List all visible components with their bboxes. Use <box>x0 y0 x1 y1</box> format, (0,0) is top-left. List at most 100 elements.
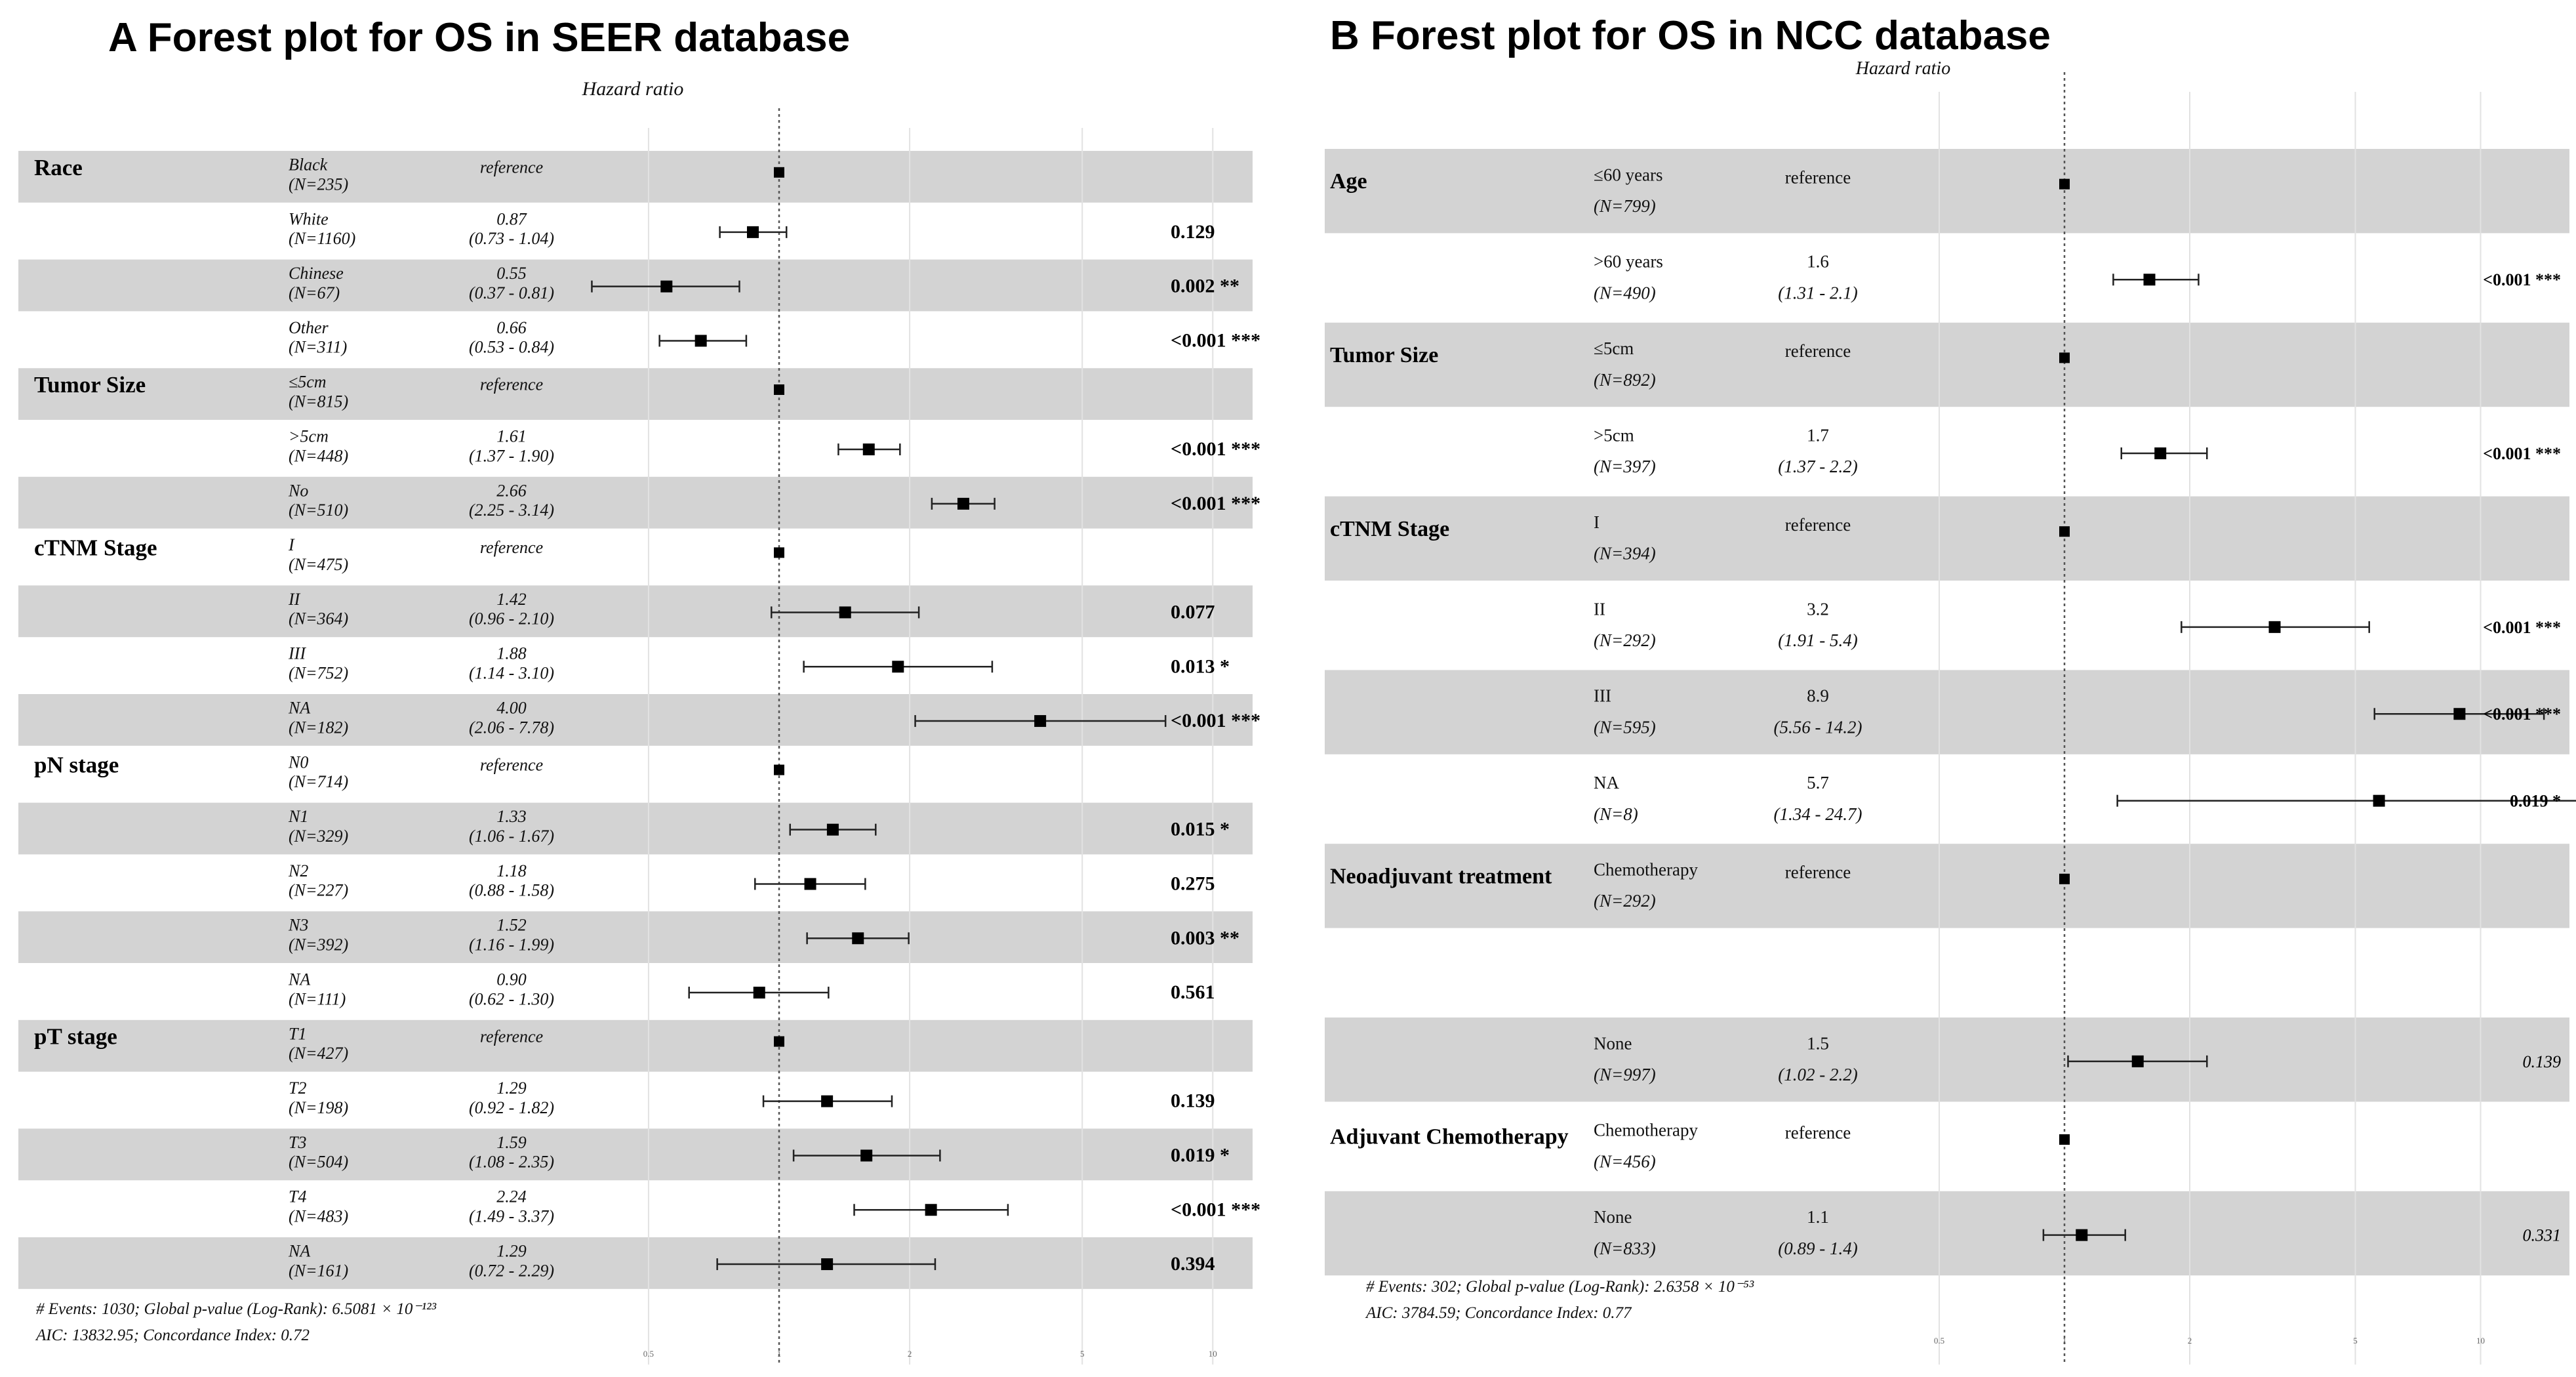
footer-note: AIC: 13832.95; Concordance Index: 0.72 <box>35 1326 310 1344</box>
group-label: Race <box>34 155 83 180</box>
ci-value: (1.14 - 3.10) <box>469 663 554 682</box>
hr-point <box>925 1204 937 1216</box>
ci-value: (1.37 - 1.90) <box>469 446 554 465</box>
x-tick-label: 1 <box>2063 1336 2067 1346</box>
hr-value: 1.52 <box>496 916 527 935</box>
footer-note: AIC: 3784.59; Concordance Index: 0.77 <box>1365 1304 1632 1322</box>
hr-reference-label: reference <box>480 538 543 557</box>
ci-value: (1.91 - 5.4) <box>1778 630 1857 650</box>
row-band <box>18 1019 1253 1072</box>
p-value: 0.331 <box>2523 1226 2562 1245</box>
ci-value: (1.16 - 1.99) <box>469 935 554 954</box>
n-label: (N=67) <box>289 283 340 302</box>
row-band <box>1325 1017 2569 1102</box>
hr-point <box>2131 1055 2144 1067</box>
n-label: (N=1160) <box>289 229 355 248</box>
level-label: Chemotherapy <box>1594 860 1698 880</box>
hr-value: 8.9 <box>1807 686 1829 706</box>
n-label: (N=997) <box>1594 1065 1656 1084</box>
p-value: 0.015 * <box>1171 819 1230 840</box>
n-label: (N=595) <box>1594 717 1656 737</box>
hr-value: 1.61 <box>496 426 527 445</box>
reference-point <box>2059 526 2070 537</box>
hr-point <box>826 823 839 836</box>
ci-value: (1.31 - 2.1) <box>1778 283 1857 302</box>
level-label: III <box>1594 686 1611 706</box>
level-label: T1 <box>289 1024 306 1043</box>
p-value: 0.139 <box>2523 1052 2562 1071</box>
footer-note: # Events: 302; Global p-value (Log-Rank)… <box>1366 1278 1754 1296</box>
row-band <box>1325 149 2569 234</box>
hr-value: 1.88 <box>496 644 527 663</box>
footer-note: # Events: 1030; Global p-value (Log-Rank… <box>36 1300 437 1318</box>
hr-value: 1.7 <box>1807 426 1829 445</box>
n-label: (N=311) <box>289 338 347 357</box>
row-band <box>18 259 1253 312</box>
group-label: Adjuvant Chemotherapy <box>1330 1125 1569 1149</box>
chart-title: B Forest plot for OS in NCC database <box>1330 13 2051 58</box>
hr-point <box>660 280 673 293</box>
p-value: 0.002 ** <box>1171 276 1239 297</box>
level-label: White <box>289 209 329 228</box>
panel-b-ncc-forest-plot: 0.51251020B Forest plot for OS in NCC da… <box>1325 13 2576 1365</box>
n-label: (N=8) <box>1594 804 1638 824</box>
level-label: NA <box>288 1241 310 1260</box>
hr-value: 0.87 <box>496 209 527 228</box>
hr-value: 1.5 <box>1807 1033 1829 1053</box>
group-label: cTNM Stage <box>34 535 157 561</box>
p-value: 0.394 <box>1171 1253 1215 1275</box>
p-value: 0.013 * <box>1171 655 1230 677</box>
hr-value: 1.59 <box>496 1133 527 1152</box>
ci-value: (0.62 - 1.30) <box>469 989 554 1008</box>
row-band <box>18 476 1253 529</box>
hr-reference-label: reference <box>1785 1123 1851 1143</box>
hr-value: 4.00 <box>496 698 527 717</box>
level-label: I <box>288 535 295 554</box>
hr-point <box>747 226 759 238</box>
p-value: 0.129 <box>1171 221 1215 243</box>
reference-point <box>774 167 784 178</box>
p-value: 0.019 * <box>1171 1144 1230 1166</box>
ci-value: (1.34 - 24.7) <box>1774 804 1862 824</box>
hr-value: 5.7 <box>1807 773 1829 792</box>
x-tick-label: 2 <box>2188 1336 2192 1346</box>
p-value: 0.003 ** <box>1171 927 1239 949</box>
x-tick-label: 10 <box>1209 1349 1217 1359</box>
group-label: pT stage <box>34 1024 117 1050</box>
level-label: No <box>288 481 308 500</box>
n-label: (N=833) <box>1594 1239 1656 1258</box>
x-tick-label: 0.5 <box>643 1349 654 1359</box>
hr-value: 1.1 <box>1807 1207 1829 1227</box>
p-value: <0.001 *** <box>2483 705 2561 724</box>
p-value: <0.001 *** <box>1171 329 1260 351</box>
reference-point <box>2059 178 2070 190</box>
group-label: Age <box>1330 169 1367 194</box>
ci-value: (0.53 - 0.84) <box>469 338 554 357</box>
hr-value: 1.42 <box>496 590 527 609</box>
p-value: <0.001 *** <box>2483 444 2561 463</box>
level-label: T3 <box>289 1133 306 1152</box>
ci-value: (1.02 - 2.2) <box>1778 1065 1857 1084</box>
hr-point <box>804 878 816 890</box>
hr-point <box>2453 708 2466 720</box>
level-label: Chinese <box>289 264 344 283</box>
row-band <box>1325 844 2569 928</box>
ci-value: (0.96 - 2.10) <box>469 609 554 628</box>
p-value: <0.001 *** <box>1171 493 1260 514</box>
n-label: (N=752) <box>289 663 348 682</box>
ci-value: (0.37 - 0.81) <box>469 283 554 302</box>
row-band <box>1325 496 2569 581</box>
n-label: (N=448) <box>289 446 348 465</box>
ci-value: (0.89 - 1.4) <box>1778 1239 1857 1258</box>
hr-value: 1.29 <box>496 1241 527 1260</box>
hr-value: 1.29 <box>496 1079 527 1098</box>
level-label: ≤5cm <box>1594 339 1634 358</box>
p-value: 0.561 <box>1171 981 1215 1003</box>
x-tick-label: 5 <box>2353 1336 2358 1346</box>
reference-point <box>2059 1134 2070 1145</box>
hr-value: 0.55 <box>496 264 527 283</box>
row-band <box>1325 1191 2569 1276</box>
n-label: (N=397) <box>1594 457 1656 476</box>
hr-value: 0.66 <box>496 318 527 337</box>
